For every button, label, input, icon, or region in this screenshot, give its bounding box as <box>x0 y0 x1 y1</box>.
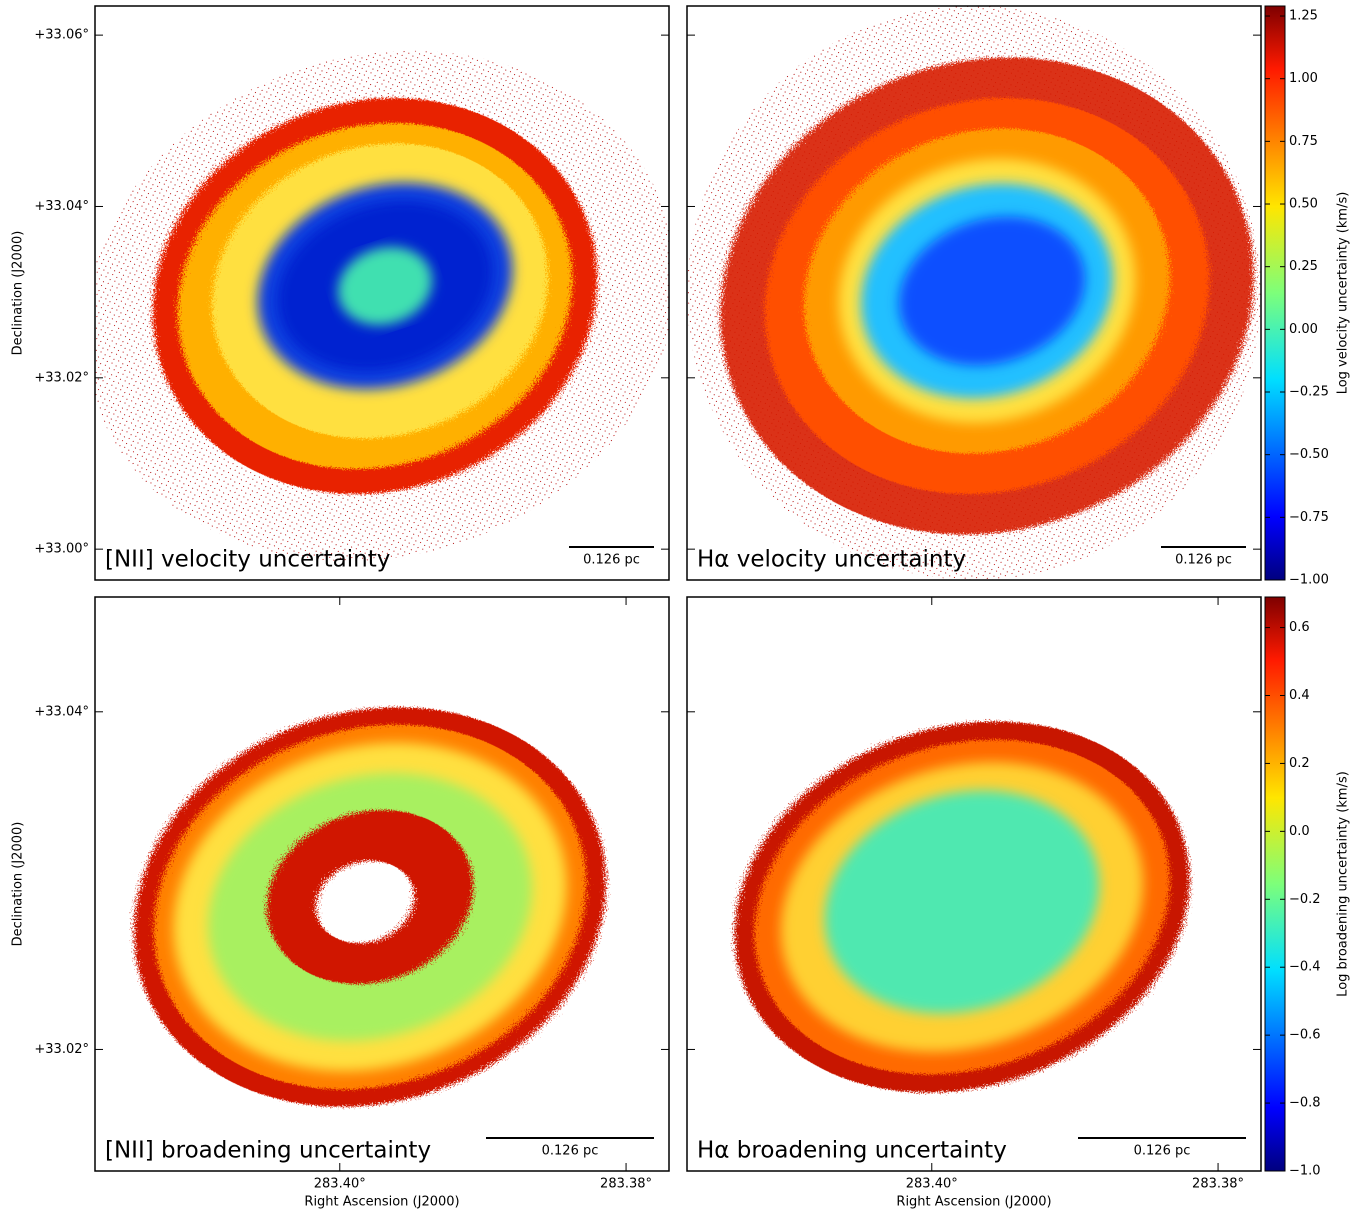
x-axis-label: Right Ascension (J2000) <box>896 1195 1051 1210</box>
colorbar <box>1265 597 1285 1171</box>
colorbar-tick-label: 0.4 <box>1289 688 1310 703</box>
panel-label: [NII] broadening uncertainty <box>105 1138 431 1164</box>
colorbar-tick-label: 0.00 <box>1289 322 1318 337</box>
image-panel: Hα broadening uncertainty 0.126 pc <box>686 597 1261 1171</box>
panel-label: [NII] velocity uncertainty <box>105 547 390 573</box>
colorbar-tick-label: 0.6 <box>1289 620 1310 635</box>
colorbar-tick-label: 1.25 <box>1289 9 1318 24</box>
x-tick-label: 283.38° <box>1192 1177 1244 1192</box>
y-axis-label: Declination (J2000) <box>11 231 26 356</box>
colorbar-tick-label: 0.75 <box>1289 134 1318 149</box>
image-panel: Hα velocity uncertainty 0.126 pc <box>612 0 1335 655</box>
panel-label: Hα broadening uncertainty <box>697 1138 1007 1164</box>
scale-bar-label: 0.126 pc <box>1175 553 1232 568</box>
colorbar-tick-label: −0.2 <box>1289 892 1321 907</box>
y-tick-label: +33.04° <box>34 704 89 719</box>
colorbar-tick-label: 1.00 <box>1289 71 1318 86</box>
colorbar-label: Log broadening uncertainty (km/s) <box>1336 771 1351 997</box>
scale-bar-label: 0.126 pc <box>1134 1144 1191 1159</box>
colorbar-tick-label: −0.75 <box>1289 510 1329 525</box>
x-tick-label: 283.40° <box>314 1177 366 1192</box>
x-axis-label: Right Ascension (J2000) <box>304 1195 459 1210</box>
y-tick-label: +33.06° <box>34 28 89 43</box>
scale-bar-label: 0.126 pc <box>542 1144 599 1159</box>
x-tick-label: 283.38° <box>600 1177 652 1192</box>
colorbar-tick-label: 0.2 <box>1289 756 1310 771</box>
colorbar-tick-label: 0.25 <box>1289 259 1318 274</box>
y-tick-label: +33.00° <box>34 542 89 557</box>
y-tick-label: +33.04° <box>34 199 89 214</box>
image-panel: [NII] broadening uncertainty 0.126 pc <box>81 597 669 1171</box>
colorbar-tick-label: −0.8 <box>1289 1096 1321 1111</box>
image-panel: [NII] velocity uncertainty 0.126 pc <box>17 0 742 636</box>
colorbar-tick-label: −0.25 <box>1289 385 1329 400</box>
scale-bar-label: 0.126 pc <box>583 553 640 568</box>
panel-label: Hα velocity uncertainty <box>697 547 966 573</box>
colorbar-tick-label: 0.50 <box>1289 197 1318 212</box>
colorbar-tick-label: −1.0 <box>1289 1164 1321 1179</box>
colorbar-tick-label: −0.6 <box>1289 1028 1321 1043</box>
colorbar-tick-label: 0.0 <box>1289 824 1310 839</box>
y-tick-label: +33.02° <box>34 370 89 385</box>
y-tick-label: +33.02° <box>34 1042 89 1057</box>
nebula-image <box>81 647 658 1166</box>
y-axis-label: Declination (J2000) <box>11 822 26 947</box>
nebula-image <box>17 0 742 636</box>
x-tick-label: 283.40° <box>906 1177 958 1192</box>
colorbar-tick-label: −0.50 <box>1289 447 1329 462</box>
colorbar <box>1265 6 1285 580</box>
colorbar-tick-label: −0.4 <box>1289 960 1321 975</box>
nebula-image <box>686 664 1239 1150</box>
colorbar-label: Log velocity uncertainty (km/s) <box>1336 192 1351 395</box>
figure: [NII] velocity uncertainty 0.126 pc +33.06… <box>0 0 1370 1216</box>
colorbar-tick-label: −1.00 <box>1289 573 1329 588</box>
